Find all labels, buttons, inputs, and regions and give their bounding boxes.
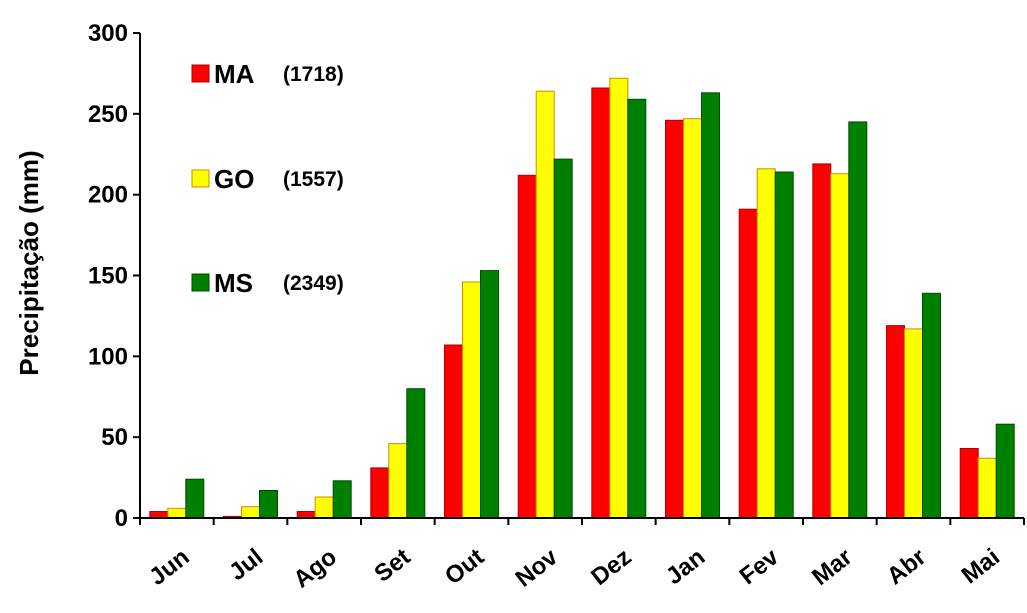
legend-label-ms: MS: [214, 268, 253, 298]
y-tick-label-150: 150: [88, 263, 128, 290]
bar-ma-dez: [591, 87, 611, 519]
y-tick-label-0: 0: [115, 505, 128, 532]
bar-ma-jan: [665, 119, 684, 519]
x-tick-label-nov: Nov: [511, 543, 564, 593]
x-tick-label-dez: Dez: [586, 543, 636, 591]
bar-go-set: [388, 443, 408, 519]
bar-ms-mai: [995, 423, 1015, 519]
bar-go-fev: [756, 168, 776, 519]
bar-go-nov: [535, 90, 555, 519]
legend-item-go: GO (1557): [191, 164, 344, 194]
legend-total-go: (1557): [283, 168, 344, 191]
bar-ms-jan: [701, 92, 720, 519]
y-tick-label-200: 200: [88, 182, 128, 209]
bar-go-ago: [314, 496, 334, 519]
bar-ms-mar: [848, 121, 868, 519]
legend-total-ms: (2349): [283, 272, 344, 295]
bar-ma-nov: [517, 174, 537, 519]
bar-go-out: [462, 281, 481, 519]
x-tick-label-jan: Jan: [661, 543, 710, 590]
x-tick-label-jun: Jun: [144, 543, 194, 591]
bar-ms-abr: [922, 292, 941, 519]
bar-ms-fev: [774, 171, 794, 519]
legend-item-ma: MA (1718): [191, 59, 344, 89]
bar-ms-dez: [627, 98, 647, 519]
bar-go-mai: [977, 457, 997, 519]
legend-label-ma: MA: [214, 59, 255, 89]
legend-swatch-go: [191, 169, 210, 188]
legend-swatch-ms: [191, 273, 210, 292]
bar-ma-out: [444, 344, 463, 519]
bar-ms-set: [406, 388, 426, 519]
bar-ma-fev: [738, 208, 758, 519]
x-tick-label-fev: Fev: [735, 543, 785, 590]
y-tick-label-250: 250: [88, 101, 128, 128]
y-tick-label-300: 300: [88, 20, 128, 47]
legend-label-go: GO: [214, 164, 254, 194]
y-axis-label: Precipitação (mm): [14, 150, 44, 375]
x-tick-label-jul: Jul: [224, 543, 268, 586]
bar-go-jan: [683, 118, 702, 519]
bar-ms-out: [480, 270, 499, 519]
bar-go-mar: [830, 173, 850, 519]
legend-total-ma: (1718): [283, 63, 344, 86]
legend-item-ms: MS (2349): [191, 268, 344, 298]
x-tick-label-ago: Ago: [289, 543, 342, 593]
bar-go-dez: [609, 77, 629, 519]
bar-ma-set: [370, 467, 390, 519]
bar-ma-mar: [812, 163, 832, 519]
legend: MA (1718) GO (1557) MS (2349): [191, 59, 344, 298]
x-tick-label-abr: Abr: [882, 543, 931, 590]
bar-go-jul: [241, 506, 260, 519]
bar-ms-nov: [553, 158, 573, 519]
bar-go-jun: [167, 507, 187, 519]
legend-swatch-ma: [191, 64, 210, 83]
y-tick-label-50: 50: [101, 424, 128, 451]
bar-ms-jun: [185, 478, 205, 519]
x-tick-label-mai: Mai: [957, 543, 1005, 589]
x-tick-label-set: Set: [369, 543, 415, 587]
bar-ms-ago: [332, 480, 352, 519]
bars-group: [149, 77, 1015, 519]
bar-ms-jul: [259, 490, 278, 519]
bar-ma-abr: [886, 325, 905, 519]
y-tick-label-100: 100: [88, 343, 128, 370]
bar-go-abr: [904, 328, 923, 519]
bar-ma-mai: [959, 448, 979, 519]
x-tick-label-out: Out: [440, 543, 489, 590]
x-tick-label-mar: Mar: [807, 543, 857, 591]
